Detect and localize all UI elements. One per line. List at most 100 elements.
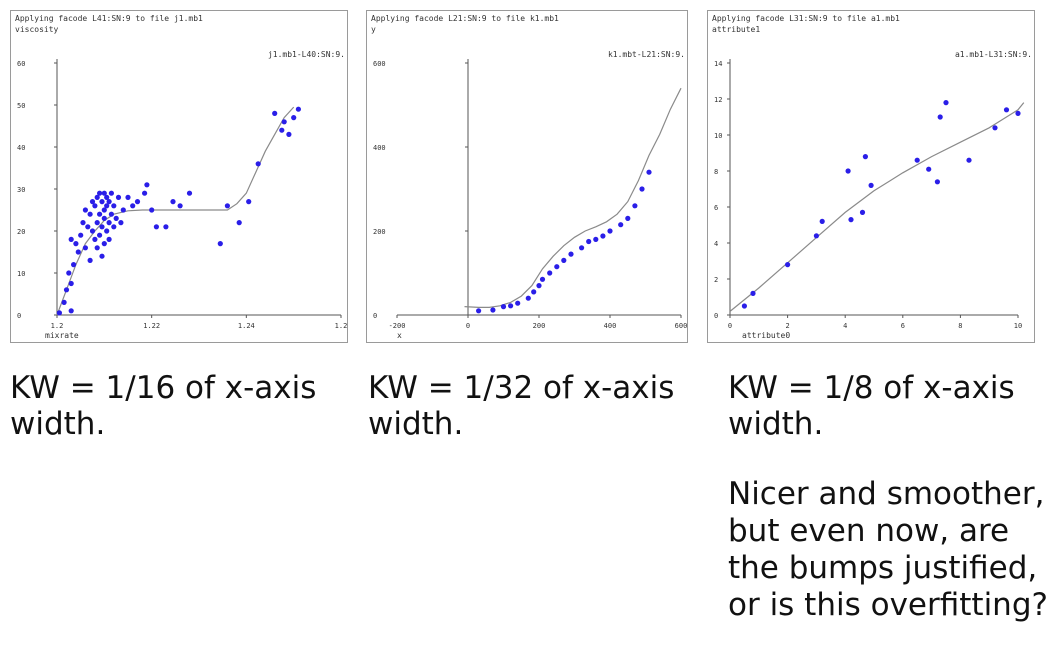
caption-line: width. xyxy=(728,406,824,442)
data-point xyxy=(125,194,131,200)
y-tick-label: 0 xyxy=(714,312,718,320)
curve-layer xyxy=(729,102,1025,312)
data-point xyxy=(97,190,103,196)
caption-2: KW = 1/32 of x-axis width. xyxy=(368,370,674,442)
data-point xyxy=(104,203,110,209)
note-line: but even now, are xyxy=(728,513,1010,549)
data-point xyxy=(186,190,193,196)
legend-label: j1.mb1-L40:SN:9. xyxy=(268,50,345,59)
x-tick-label: -200 xyxy=(389,322,406,330)
data-point xyxy=(142,190,148,196)
note-line: Nicer and smoother, xyxy=(728,476,1045,512)
data-point xyxy=(568,251,574,257)
data-point xyxy=(561,257,567,263)
data-point xyxy=(750,290,756,296)
note-line: or is this overfitting? xyxy=(728,587,1048,623)
data-point xyxy=(525,295,531,301)
y-tick-label: 8 xyxy=(714,168,718,176)
data-point xyxy=(106,220,112,226)
points-layer xyxy=(56,106,301,316)
x-axis-label: mixrate xyxy=(45,331,79,340)
y-tick-label: 0 xyxy=(17,312,21,320)
data-point xyxy=(68,236,74,242)
data-point xyxy=(99,199,105,205)
data-point xyxy=(490,307,496,313)
x-tick-label: 6 xyxy=(901,322,905,330)
data-point xyxy=(1015,110,1021,116)
data-point xyxy=(281,119,287,125)
data-point xyxy=(101,190,107,196)
data-point xyxy=(785,262,791,268)
data-point xyxy=(97,211,103,217)
data-point xyxy=(295,106,301,112)
data-point xyxy=(144,182,150,188)
data-point xyxy=(845,168,851,174)
y-tick-label: 10 xyxy=(17,270,25,278)
data-point xyxy=(115,194,122,200)
chart-panel-1: Applying facode L41:SN:9 to file j1.mb1 … xyxy=(10,10,348,343)
data-point xyxy=(99,253,105,259)
data-point xyxy=(113,215,119,221)
smoothed-curve xyxy=(464,87,682,308)
data-point xyxy=(68,308,74,314)
data-point xyxy=(170,199,176,205)
chart-2: Applying facode L21:SN:9 to file k1.mb1 … xyxy=(371,14,687,340)
caption-line: KW = 1/32 of x-axis xyxy=(368,370,675,406)
axes: 0 10 20 30 40 50 60 1.2 1.22 1.24 1.2 xyxy=(17,59,347,330)
data-point xyxy=(101,215,107,221)
data-point xyxy=(92,203,98,209)
caption-line: KW = 1/8 of x-axis xyxy=(728,370,1015,406)
data-point xyxy=(547,270,553,276)
data-point xyxy=(177,203,183,209)
y-tick-label: 2 xyxy=(714,276,718,284)
x-tick-label: 1.24 xyxy=(238,322,255,330)
data-point xyxy=(966,157,972,163)
data-point xyxy=(934,179,940,185)
data-point xyxy=(646,169,652,175)
data-point xyxy=(819,218,825,224)
data-point xyxy=(992,125,998,131)
data-point xyxy=(68,280,74,287)
data-point xyxy=(120,207,126,213)
data-point xyxy=(914,157,920,163)
y-tick-label: 4 xyxy=(714,240,718,248)
y-tick-label: 60 xyxy=(17,60,25,68)
caption-line: width. xyxy=(368,406,464,442)
data-point xyxy=(531,289,537,295)
data-point xyxy=(73,241,79,247)
data-point xyxy=(741,303,747,309)
data-point xyxy=(272,110,278,116)
data-point xyxy=(111,203,117,209)
chart-3: Applying facode L31:SN:9 to file a1.mb1 … xyxy=(712,14,1032,340)
data-point xyxy=(515,300,521,306)
chart-title: Applying facode L21:SN:9 to file k1.mb1 xyxy=(371,14,559,23)
data-point xyxy=(134,199,141,205)
data-point xyxy=(279,127,285,133)
y-tick-label: 14 xyxy=(714,60,722,68)
smoothed-curve xyxy=(729,102,1025,312)
y-tick-label: 20 xyxy=(17,228,25,236)
x-tick-label: 0 xyxy=(466,322,470,330)
y-axis-label: viscosity xyxy=(15,25,59,34)
data-point xyxy=(101,207,107,213)
overfitting-note: Nicer and smoother, but even now, are th… xyxy=(728,476,1058,624)
data-point xyxy=(255,161,261,167)
x-tick-label: 200 xyxy=(533,322,546,330)
data-point xyxy=(926,166,932,172)
data-point xyxy=(536,283,542,289)
data-point xyxy=(104,194,110,200)
data-point xyxy=(78,232,84,238)
legend-label: a1.mb1-L31:SN:9. xyxy=(955,50,1032,59)
data-point xyxy=(286,131,292,137)
data-point xyxy=(92,236,98,242)
x-tick-label: 10 xyxy=(1014,322,1022,330)
data-point xyxy=(1003,107,1010,113)
data-point xyxy=(94,245,100,251)
data-point xyxy=(217,241,223,247)
y-tick-label: 12 xyxy=(714,96,722,104)
y-tick-label: 400 xyxy=(373,144,386,152)
data-point xyxy=(99,224,105,230)
data-point xyxy=(224,203,230,209)
x-tick-label: 2 xyxy=(785,322,789,330)
data-point xyxy=(85,224,91,230)
